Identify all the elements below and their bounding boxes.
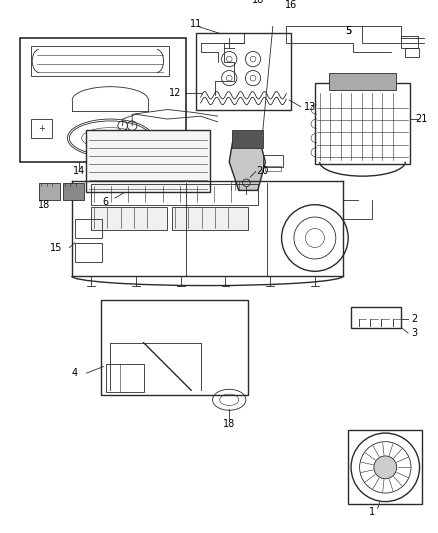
Text: 3: 3 xyxy=(412,328,418,338)
Text: 5: 5 xyxy=(345,26,351,36)
Text: 6: 6 xyxy=(102,197,109,207)
Text: 18: 18 xyxy=(223,418,235,429)
Polygon shape xyxy=(229,133,265,190)
Bar xyxy=(400,36,418,47)
Bar xyxy=(91,207,167,230)
Text: 1: 1 xyxy=(369,507,375,517)
Text: 18: 18 xyxy=(252,0,264,5)
Bar xyxy=(196,34,291,110)
Text: 12: 12 xyxy=(169,88,181,99)
Text: 5: 5 xyxy=(345,26,351,36)
Circle shape xyxy=(374,456,397,479)
Bar xyxy=(405,47,419,57)
Bar xyxy=(31,119,52,138)
Bar xyxy=(75,243,102,262)
Bar xyxy=(106,364,144,392)
Text: 4: 4 xyxy=(72,368,78,378)
Text: 11: 11 xyxy=(190,19,202,29)
Text: +: + xyxy=(39,124,45,133)
Bar xyxy=(315,83,410,164)
Bar xyxy=(348,430,422,504)
Bar xyxy=(91,184,258,205)
Bar xyxy=(101,300,248,395)
Text: 21: 21 xyxy=(415,114,427,124)
Text: 18: 18 xyxy=(38,200,50,209)
Text: 2: 2 xyxy=(412,314,418,324)
Text: 14: 14 xyxy=(73,166,85,176)
Bar xyxy=(75,219,102,238)
Bar xyxy=(20,38,187,162)
Text: 13: 13 xyxy=(304,102,316,112)
Bar xyxy=(39,183,60,200)
Bar xyxy=(232,131,262,148)
Bar xyxy=(351,308,400,328)
Text: 15: 15 xyxy=(50,243,62,253)
Bar xyxy=(63,183,84,200)
Text: 16: 16 xyxy=(285,0,297,10)
Bar xyxy=(86,131,210,192)
Bar xyxy=(262,155,283,167)
Bar xyxy=(329,74,396,91)
Text: 20: 20 xyxy=(256,166,269,176)
Bar xyxy=(172,207,248,230)
Bar xyxy=(265,166,281,172)
Bar xyxy=(31,46,169,76)
